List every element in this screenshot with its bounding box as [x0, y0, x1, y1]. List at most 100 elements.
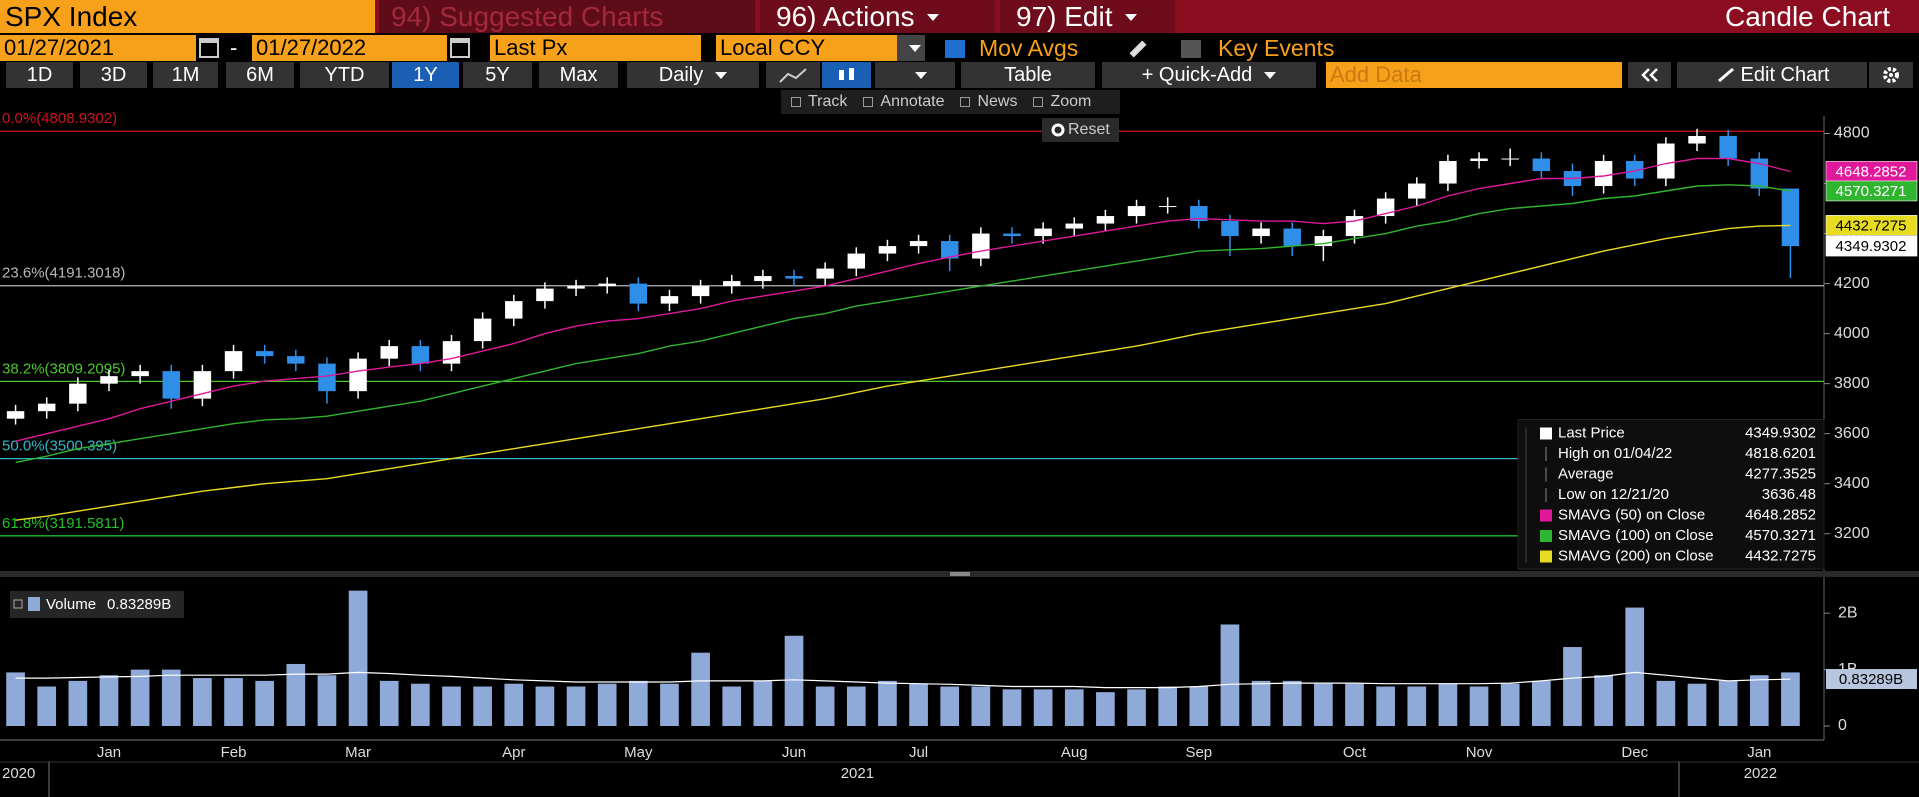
range-button[interactable]: Max [539, 62, 618, 88]
candle-body [754, 276, 772, 282]
tool-button[interactable]: News [950, 90, 1023, 114]
range-button[interactable]: 5Y [463, 62, 532, 88]
key-events-checkbox[interactable] [1181, 40, 1201, 58]
currency-select[interactable]: Local CCY [716, 35, 897, 61]
candle-body [972, 233, 990, 259]
x-tick-label: Jan [97, 744, 121, 761]
x-tick-label: Apr [502, 744, 525, 761]
edit-icon [1717, 67, 1734, 83]
tool-button[interactable]: Zoom [1023, 90, 1097, 114]
legend-value: 4648.2852 [1745, 506, 1816, 523]
table-button[interactable]: Table [961, 62, 1095, 88]
legend-label: High on 01/04/22 [1558, 445, 1672, 462]
candle-body [1594, 161, 1613, 187]
range-button[interactable]: 1D [6, 62, 73, 88]
y-tick-label: 0 [1838, 717, 1847, 734]
volume-bar [1438, 683, 1458, 726]
end-date[interactable]: 01/27/2022 [252, 35, 447, 61]
x-tick-label: Nov [1466, 744, 1493, 761]
candle-body [473, 318, 492, 342]
legend-value: 4349.9302 [1745, 424, 1816, 441]
line-icon [779, 68, 807, 83]
volume-bar [286, 663, 306, 726]
tool-button[interactable]: Track [781, 90, 853, 114]
candle-body [1719, 136, 1737, 159]
tool-icon [960, 97, 971, 107]
x-tick-label: Jul [909, 744, 928, 761]
volume-bar [753, 680, 773, 726]
chart-type-dropdown[interactable] [875, 62, 955, 88]
tool-icon [1033, 97, 1044, 107]
quick-add-label: + Quick-Add [1141, 63, 1253, 86]
volume-bar [1781, 672, 1800, 726]
range-button[interactable]: 1Y [392, 62, 459, 88]
range-button[interactable]: 3D [80, 62, 147, 88]
edit-chart-label: Edit Chart [1740, 63, 1830, 86]
quick-add-button[interactable]: + Quick-Add [1102, 62, 1316, 88]
range-button[interactable]: 6M [226, 62, 294, 88]
ticker[interactable]: SPX Index [0, 0, 375, 33]
calendar-icon[interactable] [450, 38, 470, 58]
date-separator: - [230, 35, 238, 60]
settings-button[interactable] [1869, 62, 1913, 88]
candle-body [505, 301, 523, 319]
candle-chart-button[interactable] [822, 62, 871, 88]
add-data-input[interactable]: Add Data [1326, 62, 1622, 88]
volume-bar [1500, 683, 1520, 726]
edit-menu[interactable]: 97) Edit [1000, 0, 1175, 33]
candle-body [224, 351, 243, 372]
range-button[interactable]: YTD [300, 62, 389, 88]
volume-bar [1189, 686, 1209, 726]
volume-bar [597, 683, 617, 726]
moving-average [15, 224, 1791, 521]
currency-dropdown[interactable] [897, 35, 925, 61]
mov-avgs-checkbox[interactable] [945, 40, 965, 58]
y-tick-label: 3800 [1834, 375, 1870, 392]
volume-bar [224, 678, 243, 726]
key-events-label[interactable]: Key Events [1218, 35, 1335, 61]
calendar-icon[interactable] [199, 38, 219, 58]
legend-value: 3636.48 [1762, 486, 1816, 503]
x-tick-label: Feb [221, 744, 247, 761]
x-year-label: 2020 [2, 765, 35, 782]
tool-button[interactable]: Annotate [853, 90, 950, 114]
volume-bar [1656, 680, 1676, 726]
frequency-select[interactable]: Daily [627, 62, 759, 88]
start-date[interactable]: 01/27/2021 [0, 35, 196, 61]
legend-swatch [1540, 509, 1552, 522]
candle-body [1688, 136, 1706, 144]
reset-button[interactable]: Reset [1042, 118, 1119, 142]
volume-bar [1531, 680, 1551, 726]
reset-icon [1051, 123, 1065, 137]
x-tick-label: Mar [345, 744, 371, 761]
volume-bar [473, 686, 492, 726]
volume-bar [1563, 647, 1582, 726]
collapse-button[interactable] [1628, 62, 1671, 88]
suggested-charts[interactable]: 94) Suggested Charts [379, 0, 755, 33]
candle-body [1065, 223, 1083, 229]
volume-bar [1064, 689, 1084, 726]
range-button[interactable]: 1M [153, 62, 218, 88]
volume-bar [1033, 689, 1053, 726]
y-tick-label: 3200 [1834, 525, 1870, 542]
volume-bar [535, 686, 555, 726]
x-year-label: 2021 [841, 765, 874, 782]
mov-avgs-label[interactable]: Mov Avgs [979, 35, 1079, 61]
candle-body [1532, 158, 1551, 172]
volume-bar [846, 686, 866, 726]
line-chart-button[interactable] [766, 62, 820, 88]
x-tick-label: Sep [1185, 744, 1212, 761]
edit-chart-button[interactable]: Edit Chart [1677, 62, 1867, 88]
candle-body [1034, 228, 1052, 237]
candle-body [1750, 158, 1769, 189]
actions-menu[interactable]: 96) Actions [760, 0, 995, 33]
volume-bar [1314, 683, 1333, 726]
volume-legend-value: 0.83289B [107, 596, 171, 613]
field-select[interactable]: Last Px [490, 35, 701, 61]
legend-label: SMAVG (50) on Close [1558, 506, 1705, 523]
volume-bar [1282, 680, 1302, 726]
volume-bar [878, 680, 897, 726]
y-tick-label: 4800 [1834, 125, 1870, 142]
volume-bar [815, 686, 835, 726]
